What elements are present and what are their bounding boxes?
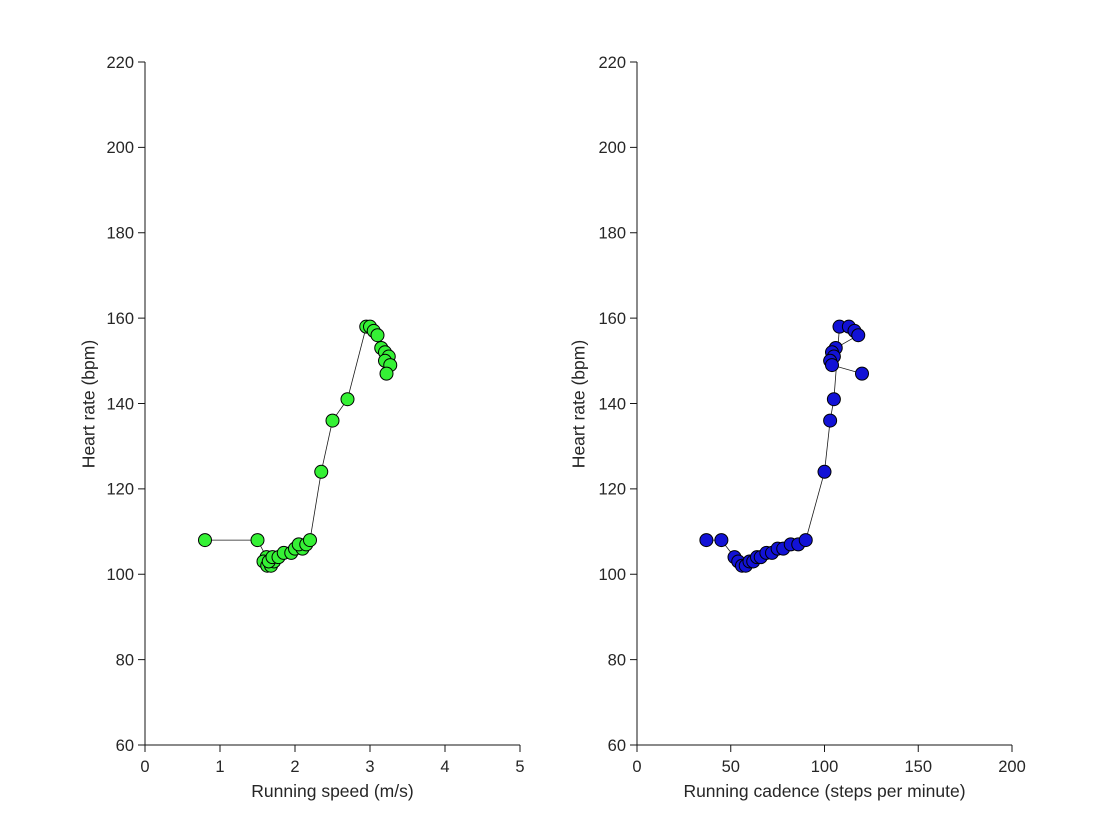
x-tick-label: 5 (515, 758, 524, 776)
data-point-marker (340, 392, 355, 407)
data-point-marker (826, 392, 841, 407)
data-point-marker (817, 464, 832, 479)
data-point-marker (250, 533, 265, 548)
data-point-marker (825, 358, 839, 373)
y-tick-label: 140 (598, 395, 626, 413)
y-tick-label: 200 (106, 139, 134, 157)
x-tick-label: 200 (998, 758, 1026, 776)
y-tick-label: 80 (116, 651, 134, 669)
y-tick-label: 160 (598, 310, 626, 328)
right-y-axis-label: Heart rate (bpm) (568, 339, 589, 469)
data-point-marker (855, 366, 869, 381)
series-line (706, 326, 863, 567)
data-point-marker (851, 328, 866, 343)
left-y-axis-label: Heart rate (bpm) (78, 339, 99, 469)
data-point-marker (370, 328, 385, 343)
data-point-marker (714, 533, 729, 548)
x-tick-label: 50 (722, 758, 740, 776)
y-tick-label: 100 (598, 566, 626, 584)
y-tick-label: 220 (106, 54, 134, 72)
x-tick-label: 4 (440, 758, 449, 776)
left-axes: 0 1 2 3 4 5 60 80 100 120 140 160 180 200 220 (106, 54, 524, 776)
series-line (205, 326, 391, 567)
data-point-marker (314, 464, 329, 479)
data-point-marker (798, 533, 813, 548)
right-x-axis-label: Running cadence (steps per minute) (683, 781, 966, 801)
data-point-marker (325, 413, 340, 428)
data-point-marker (379, 366, 394, 381)
x-tick-label: 1 (215, 758, 224, 776)
y-tick-label: 220 (598, 54, 626, 72)
y-tick-label: 60 (608, 737, 626, 755)
y-tick-label: 100 (106, 566, 134, 584)
x-tick-label: 2 (290, 758, 299, 776)
y-tick-label: 120 (598, 481, 626, 499)
y-tick-label: 160 (106, 310, 134, 328)
data-point-marker (198, 533, 212, 548)
x-tick-label: 100 (811, 758, 839, 776)
right-axes: 0 50 100 150 200 60 80 100 120 140 160 180 200 220 (598, 54, 1025, 776)
y-tick-label: 180 (106, 225, 134, 243)
x-tick-label: 0 (632, 758, 641, 776)
y-tick-label: 60 (116, 737, 134, 755)
y-tick-label: 120 (106, 481, 134, 499)
data-point-marker (303, 533, 317, 548)
y-tick-label: 200 (598, 139, 626, 157)
x-tick-label: 0 (140, 758, 149, 776)
y-tick-label: 140 (106, 395, 134, 413)
x-tick-label: 150 (904, 758, 932, 776)
y-tick-label: 80 (608, 651, 626, 669)
data-point-marker (699, 533, 714, 548)
left-x-axis-label: Running speed (m/s) (251, 781, 414, 801)
data-point-marker (823, 413, 838, 428)
y-tick-label: 180 (598, 225, 626, 243)
x-tick-label: 3 (365, 758, 374, 776)
